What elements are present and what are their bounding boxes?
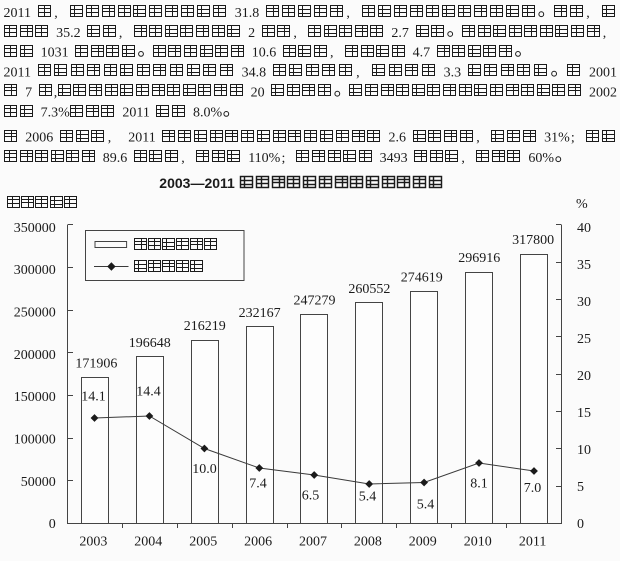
svg-text:25: 25 <box>577 332 591 347</box>
svg-text:260552: 260552 <box>348 282 390 297</box>
svg-text:171906: 171906 <box>75 357 117 372</box>
svg-text:%: % <box>576 197 588 212</box>
svg-text:;: ; <box>571 131 575 146</box>
svg-text:5.4: 5.4 <box>417 498 435 513</box>
svg-text:4.7: 4.7 <box>413 46 431 61</box>
svg-text:89.6: 89.6 <box>103 151 128 166</box>
svg-text:2004: 2004 <box>134 535 162 550</box>
svg-text:2011: 2011 <box>122 106 149 121</box>
svg-text:274619: 274619 <box>401 271 443 286</box>
svg-text:2011: 2011 <box>4 66 31 81</box>
svg-text:14.1: 14.1 <box>81 390 106 405</box>
svg-text:35.2: 35.2 <box>56 26 81 41</box>
svg-text:,: , <box>346 6 350 21</box>
svg-text:150000: 150000 <box>14 390 56 405</box>
svg-text:200000: 200000 <box>14 348 56 363</box>
svg-text:,: , <box>54 86 58 101</box>
svg-text:6.5: 6.5 <box>302 489 320 504</box>
svg-text:5: 5 <box>577 480 584 495</box>
svg-text:;: ; <box>282 151 286 166</box>
svg-text:110: 110 <box>248 151 268 166</box>
svg-text:%: % <box>558 131 570 146</box>
svg-text:7: 7 <box>25 86 32 101</box>
svg-text:,: , <box>330 46 334 61</box>
svg-text:7.4: 7.4 <box>249 477 267 492</box>
svg-text:%: % <box>542 151 554 166</box>
svg-text:20: 20 <box>251 86 265 101</box>
svg-text:34.8: 34.8 <box>242 66 267 81</box>
svg-text:60: 60 <box>528 151 542 166</box>
svg-text:0: 0 <box>49 517 56 532</box>
svg-text:2008: 2008 <box>354 535 382 550</box>
svg-text:%: % <box>211 106 223 121</box>
svg-text:,: , <box>293 26 297 41</box>
svg-text:2006: 2006 <box>244 535 272 550</box>
svg-text:,: , <box>181 151 185 166</box>
svg-text:2.7: 2.7 <box>391 26 409 41</box>
svg-text:2005: 2005 <box>189 535 217 550</box>
svg-text:300000: 300000 <box>14 263 56 278</box>
svg-text:7.0: 7.0 <box>524 481 542 496</box>
svg-text:350000: 350000 <box>14 221 56 236</box>
svg-text:250000: 250000 <box>14 306 56 321</box>
svg-text:,: , <box>108 131 112 146</box>
svg-text:0: 0 <box>577 517 584 532</box>
svg-text:8.1: 8.1 <box>470 477 488 492</box>
svg-text:1031: 1031 <box>41 46 69 61</box>
svg-text:40: 40 <box>577 221 591 236</box>
svg-text:31: 31 <box>544 131 558 146</box>
svg-text:216219: 216219 <box>184 319 226 334</box>
svg-text:,: , <box>119 26 123 41</box>
svg-text:,: , <box>356 66 360 81</box>
svg-text:2: 2 <box>248 26 255 41</box>
svg-text:2010: 2010 <box>464 535 492 550</box>
svg-text:20: 20 <box>577 369 591 384</box>
svg-text:247279: 247279 <box>294 294 336 309</box>
svg-text:%: % <box>58 106 70 121</box>
svg-text:30: 30 <box>577 295 591 310</box>
svg-text:317800: 317800 <box>512 233 554 248</box>
svg-text:50000: 50000 <box>21 475 56 490</box>
svg-text:%: % <box>269 151 281 166</box>
svg-text:15: 15 <box>577 406 591 421</box>
svg-text:2.6: 2.6 <box>389 131 407 146</box>
svg-text:,: , <box>461 151 465 166</box>
svg-text:2003: 2003 <box>79 535 107 550</box>
svg-text:10.0: 10.0 <box>192 462 217 477</box>
svg-text:2002: 2002 <box>589 86 617 101</box>
svg-text:35: 35 <box>577 258 591 273</box>
svg-text:2011: 2011 <box>519 535 546 550</box>
svg-text:196648: 196648 <box>129 336 171 351</box>
svg-text:2007: 2007 <box>299 535 327 550</box>
svg-text:2006: 2006 <box>25 131 53 146</box>
svg-text:100000: 100000 <box>14 433 56 448</box>
svg-text:3.3: 3.3 <box>444 66 462 81</box>
svg-text:5.4: 5.4 <box>359 490 377 505</box>
svg-text:10: 10 <box>577 443 591 458</box>
svg-text:,: , <box>476 131 480 146</box>
svg-text:296916: 296916 <box>458 251 500 266</box>
svg-text:3493: 3493 <box>380 151 408 166</box>
svg-text:10.6: 10.6 <box>252 46 277 61</box>
svg-text:2003—2011: 2003—2011 <box>159 175 235 191</box>
svg-text:,: , <box>603 26 607 41</box>
svg-text:232167: 232167 <box>239 306 281 321</box>
svg-text:8.0: 8.0 <box>193 106 211 121</box>
svg-text:31.8: 31.8 <box>235 6 259 21</box>
svg-text:,: , <box>54 6 58 21</box>
svg-text:7.3: 7.3 <box>41 106 59 121</box>
svg-text:2011: 2011 <box>128 131 155 146</box>
svg-text:2011: 2011 <box>4 6 31 21</box>
svg-text:2009: 2009 <box>409 535 437 550</box>
svg-text:,: , <box>586 6 590 21</box>
svg-text:2001: 2001 <box>589 66 617 81</box>
svg-text:14.4: 14.4 <box>136 385 161 400</box>
